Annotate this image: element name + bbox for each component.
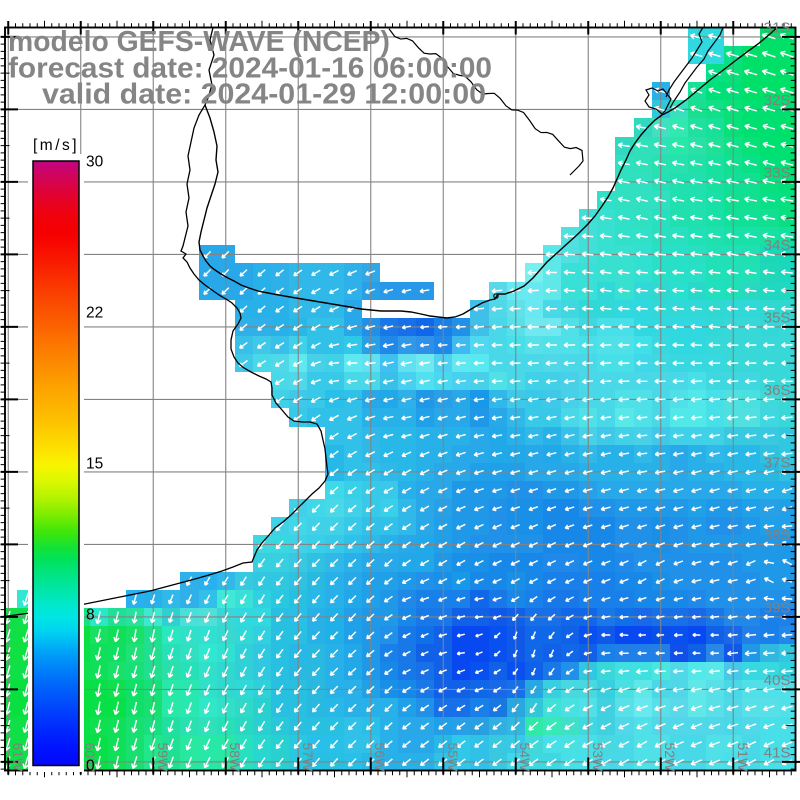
- svg-text:38S: 38S: [764, 527, 791, 544]
- svg-text:39S: 39S: [764, 599, 791, 616]
- svg-text:55W: 55W: [445, 743, 461, 773]
- svg-text:8: 8: [86, 607, 95, 624]
- svg-text:53W: 53W: [590, 743, 606, 773]
- svg-text:modelo GEFS-WAVE (NCEP): modelo GEFS-WAVE (NCEP): [8, 26, 390, 58]
- svg-text:58W: 58W: [227, 743, 243, 773]
- svg-text:33S: 33S: [764, 164, 791, 181]
- svg-text:56W: 56W: [372, 743, 388, 773]
- svg-text:61W: 61W: [10, 743, 26, 773]
- svg-text:[m/s]: [m/s]: [33, 137, 79, 154]
- svg-text:35S: 35S: [764, 309, 791, 326]
- svg-text:52W: 52W: [662, 743, 678, 773]
- svg-text:31S: 31S: [764, 19, 791, 36]
- svg-text:59W: 59W: [155, 743, 171, 773]
- svg-text:51W: 51W: [735, 743, 751, 773]
- svg-text:valid date: 2024-01-29 12:00:0: valid date: 2024-01-29 12:00:00: [42, 79, 486, 111]
- svg-text:54W: 54W: [517, 743, 533, 773]
- svg-text:40S: 40S: [764, 672, 791, 689]
- svg-text:30: 30: [86, 154, 104, 171]
- svg-text:15: 15: [86, 456, 103, 473]
- svg-text:forecast date: 2024-01-16 06:0: forecast date: 2024-01-16 06:00:00: [8, 53, 492, 85]
- svg-text:34S: 34S: [764, 237, 791, 254]
- svg-text:57W: 57W: [300, 743, 316, 773]
- svg-text:22: 22: [86, 305, 103, 322]
- svg-text:0: 0: [86, 758, 95, 775]
- svg-text:36S: 36S: [764, 382, 791, 399]
- svg-text:41S: 41S: [764, 744, 791, 761]
- svg-text:32S: 32S: [764, 92, 791, 109]
- svg-text:37S: 37S: [764, 454, 791, 471]
- svg-text:60W: 60W: [82, 743, 98, 773]
